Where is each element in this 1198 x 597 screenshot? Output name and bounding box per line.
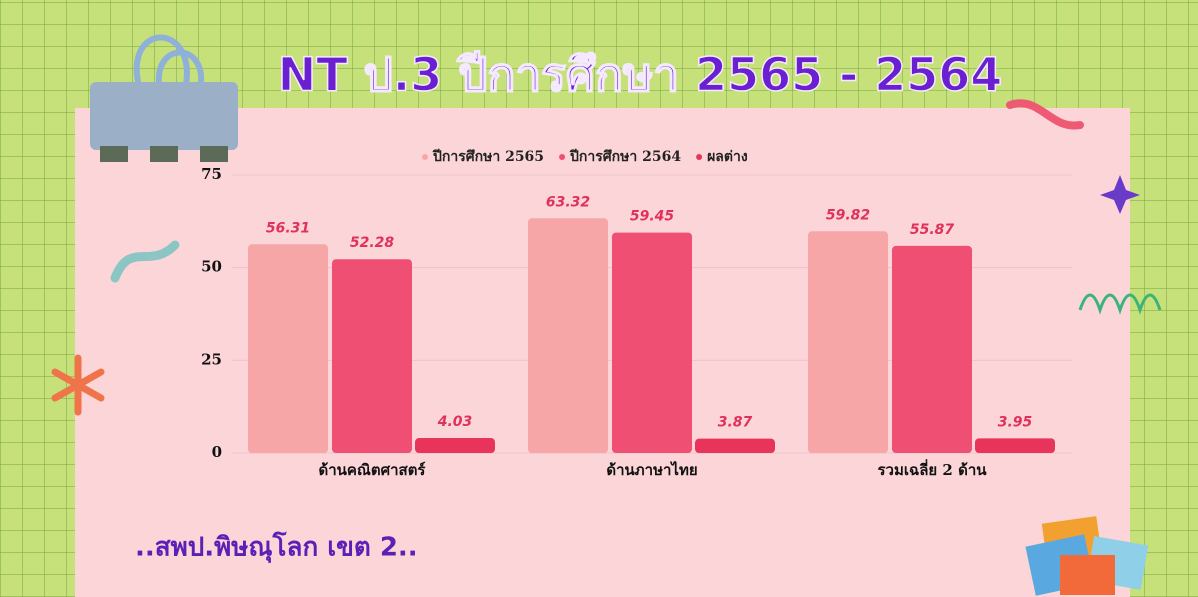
- data-label: 52.28: [350, 235, 395, 251]
- bar: [612, 232, 692, 453]
- bar: [332, 259, 412, 453]
- x-tick-label: ด้านภาษาไทย: [606, 460, 697, 479]
- legend-swatch: [559, 154, 566, 160]
- chart-title: NT ป.3 ปีการศึกษา 2565 - 2564: [278, 48, 1003, 102]
- legend-swatch: [422, 154, 428, 160]
- y-tick-label: 50: [201, 258, 222, 276]
- binder-clip: [90, 34, 238, 162]
- bar: [248, 244, 328, 453]
- y-tick-label: 0: [212, 443, 222, 461]
- bar: [808, 231, 888, 453]
- data-label: 59.45: [630, 209, 675, 225]
- data-label: 3.87: [718, 415, 753, 431]
- y-tick-label: 75: [201, 165, 222, 183]
- legend-swatch: [696, 154, 703, 160]
- legend-label: ผลต่าง: [707, 149, 748, 165]
- data-label: 3.95: [998, 414, 1033, 430]
- data-label: 56.31: [266, 220, 310, 236]
- asterisk: [51, 354, 105, 416]
- legend-label: ปีการศึกษา 2564: [569, 148, 682, 165]
- data-label: 4.03: [437, 414, 473, 430]
- data-label: 63.32: [546, 194, 590, 210]
- y-tick-label: 25: [201, 350, 222, 368]
- bar: [528, 218, 608, 453]
- squiggle: [110, 240, 180, 283]
- footer: ..สพป.พิษณุโลก เขต 2..: [135, 531, 418, 564]
- x-tick-label: รวมเฉลี่ย 2 ด้าน: [878, 459, 988, 479]
- star: [1100, 175, 1140, 214]
- spring: [1078, 293, 1162, 315]
- bar: [695, 438, 775, 453]
- bar: [415, 438, 495, 453]
- x-tick-label: ด้านคณิตศาสตร์: [318, 461, 426, 479]
- squiggle: [1006, 99, 1084, 130]
- data-label: 59.82: [826, 207, 870, 223]
- bar: [975, 438, 1055, 453]
- data-label: 55.87: [910, 222, 955, 238]
- notes: [1025, 516, 1149, 596]
- legend-label: ปีการศึกษา 2565: [432, 148, 545, 165]
- bar: [892, 245, 972, 453]
